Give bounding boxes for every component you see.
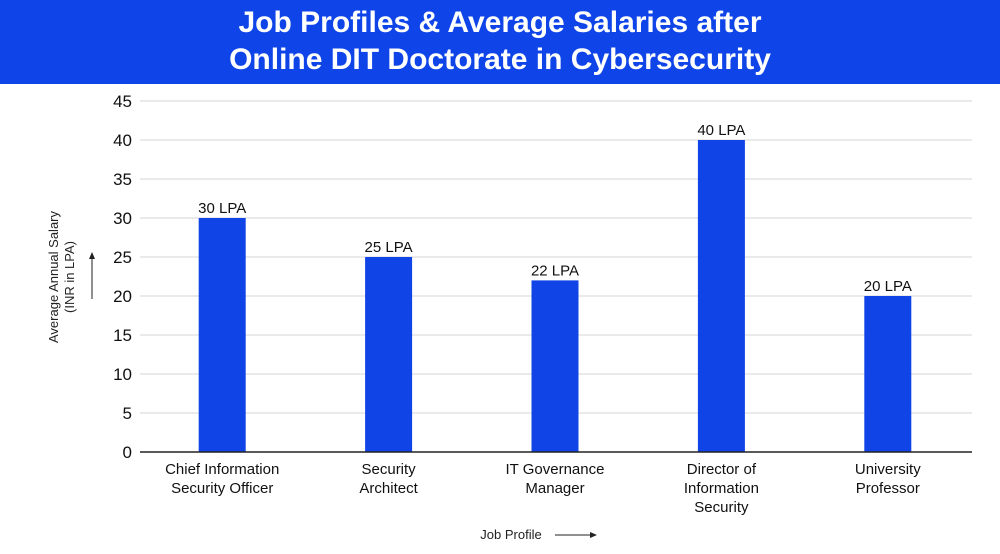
chart-title-line-2: Online DIT Doctorate in Cybersecurity — [229, 43, 771, 76]
x-axis-title: Job Profile — [480, 527, 541, 542]
x-category-label: Chief Information Security Officer — [165, 461, 279, 497]
bar — [365, 257, 413, 452]
y-tick-label: 25 — [113, 248, 132, 267]
bar — [864, 296, 912, 452]
y-tick-label: 30 — [113, 209, 132, 228]
y-tick-label: 20 — [113, 287, 132, 306]
x-category-label-line: IT Governance — [506, 461, 605, 478]
x-category-label: IT Governance Manager — [506, 461, 605, 497]
x-category-label: University Professor — [855, 461, 921, 497]
y-tick-label: 45 — [113, 92, 132, 111]
bars — [198, 140, 912, 452]
x-category-label-line: Director of — [687, 461, 757, 478]
data-label: 30 LPA — [198, 200, 246, 217]
x-axis-categories: Chief Information Security Officer Securit… — [165, 461, 921, 516]
y-axis-arrow — [89, 252, 95, 299]
y-axis-ticks: 0 5 10 15 20 25 30 35 40 45 — [113, 92, 132, 462]
x-category-label-line: Security Officer — [171, 480, 273, 497]
y-tick-label: 15 — [113, 326, 132, 345]
bar — [531, 280, 579, 452]
y-axis-title-line-2: (INR in LPA) — [62, 241, 77, 313]
x-category-label-line: Chief Information — [165, 461, 279, 478]
y-tick-label: 5 — [123, 404, 132, 423]
x-category-label-line: Professor — [856, 480, 920, 497]
chart-title-line-1: Job Profiles & Average Salaries after — [238, 6, 762, 39]
x-category-label-line: University — [855, 461, 921, 478]
x-category-label-line: Security — [694, 499, 749, 516]
x-category-label-line: Information — [684, 480, 759, 497]
y-axis-title-line-1: Average Annual Salary — [46, 210, 61, 343]
y-tick-label: 40 — [113, 131, 132, 150]
x-category-label: Director of Information Security — [684, 461, 759, 516]
data-label: 22 LPA — [531, 262, 579, 279]
title-banner: Job Profiles & Average Salaries after On… — [0, 0, 1000, 84]
x-axis-arrow — [555, 532, 597, 538]
y-tick-label: 10 — [113, 365, 132, 384]
data-label: 20 LPA — [864, 278, 912, 295]
data-labels: 30 LPA 25 LPA 22 LPA 40 LPA 20 LPA — [198, 122, 912, 295]
bar — [697, 140, 745, 452]
data-label: 25 LPA — [365, 239, 413, 256]
x-category-label-line: Architect — [359, 480, 418, 497]
x-category-label: Security Architect — [359, 461, 418, 497]
x-category-label-line: Security — [362, 461, 417, 478]
data-label: 40 LPA — [697, 122, 745, 139]
y-tick-label: 35 — [113, 170, 132, 189]
bar — [198, 218, 246, 452]
y-tick-label: 0 — [123, 443, 132, 462]
x-category-label-line: Manager — [525, 480, 584, 497]
y-axis-title: Average Annual Salary (INR in LPA) — [46, 210, 77, 343]
chart-title: Job Profiles & Average Salaries after On… — [0, 0, 1000, 78]
